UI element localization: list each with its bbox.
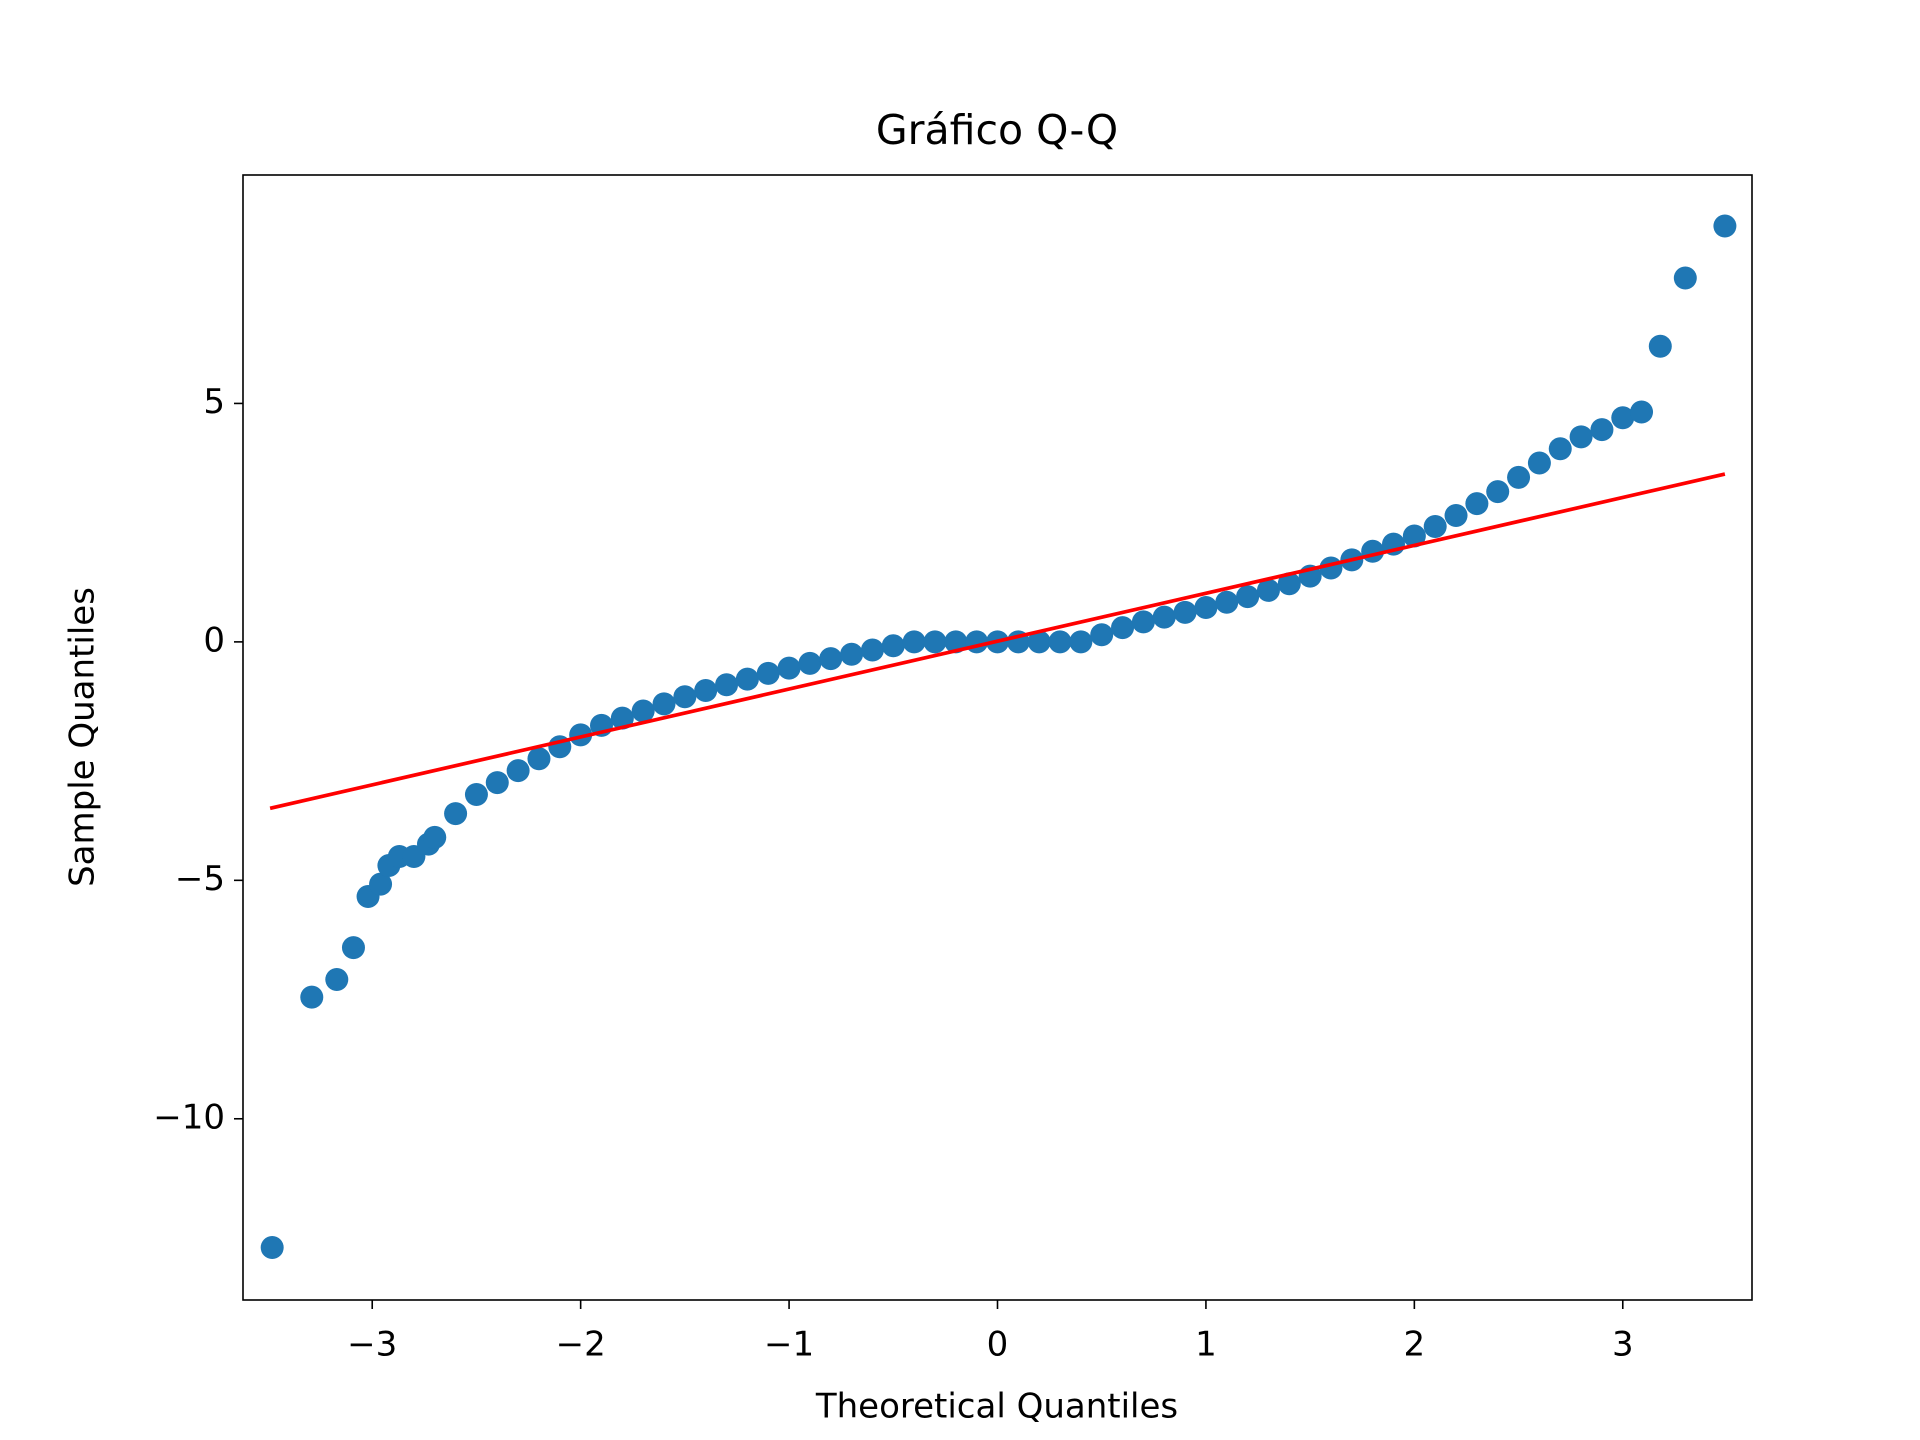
data-point [735,667,759,691]
data-point [369,872,393,896]
x-tick-label: 1 [1195,1325,1217,1365]
data-point [1027,630,1051,654]
reference-line [269,472,1726,811]
data-point [965,630,989,654]
y-tick-label: 0 [203,620,225,660]
data-point [444,802,468,826]
data-point [569,723,593,747]
chart-title: Gráfico Q-Q [876,106,1118,154]
data-point [485,771,509,795]
data-point [1194,596,1218,620]
data-point [1465,492,1489,516]
data-point [1569,425,1593,449]
plot-frame [242,174,1753,1301]
y-tick-label: −5 [175,859,225,899]
data-point [1173,600,1197,624]
data-point [840,642,864,666]
data-point [1713,214,1737,238]
x-axis-label: Theoretical Quantiles [815,1387,1178,1427]
data-point [1111,616,1135,640]
data-point [506,759,530,783]
x-tick-label: −3 [347,1325,397,1365]
data-point [1486,480,1510,504]
x-tick-label: 3 [1612,1325,1634,1365]
x-tick-label: −2 [556,1325,606,1365]
data-point [881,634,905,658]
data-point [341,936,365,960]
data-point [1236,585,1260,609]
data-point [631,699,655,723]
data-point [423,825,447,849]
data-point [1048,630,1072,654]
data-point [652,692,676,716]
data-point [300,985,324,1009]
y-tick-label: −10 [153,1097,225,1137]
data-point [1590,418,1614,442]
data-point [756,661,780,685]
data-point [1423,514,1447,538]
data-point [798,651,822,675]
data-point [1402,524,1426,548]
data-point [610,706,634,730]
data-point [694,679,718,703]
y-tick-label: 5 [203,382,225,422]
data-point [1152,605,1176,629]
data-point [1090,623,1114,647]
data-point [673,685,697,709]
data-point [860,638,884,662]
data-point [1507,465,1531,489]
y-axis-label: Sample Quantiles [63,587,103,887]
data-point [1527,451,1551,475]
data-point [1131,610,1155,634]
data-point [1069,630,1093,654]
data-point [1611,406,1635,430]
data-point [464,782,488,806]
data-point [902,630,926,654]
data-point [325,968,349,992]
data-point [1256,578,1280,602]
data-point [715,673,739,697]
x-tick-label: 0 [987,1325,1009,1365]
x-tick-label: −1 [764,1325,814,1365]
data-point [777,656,801,680]
data-point [1444,504,1468,528]
data-point [1673,266,1697,290]
x-tick-label: 2 [1404,1325,1426,1365]
data-point [1630,400,1654,424]
data-point [1277,572,1301,596]
data-point [923,630,947,654]
data-point [1215,590,1239,614]
data-point [819,647,843,671]
data-point [1648,334,1672,358]
data-point [527,747,551,771]
data-point [260,1236,284,1260]
data-point [1548,437,1572,461]
